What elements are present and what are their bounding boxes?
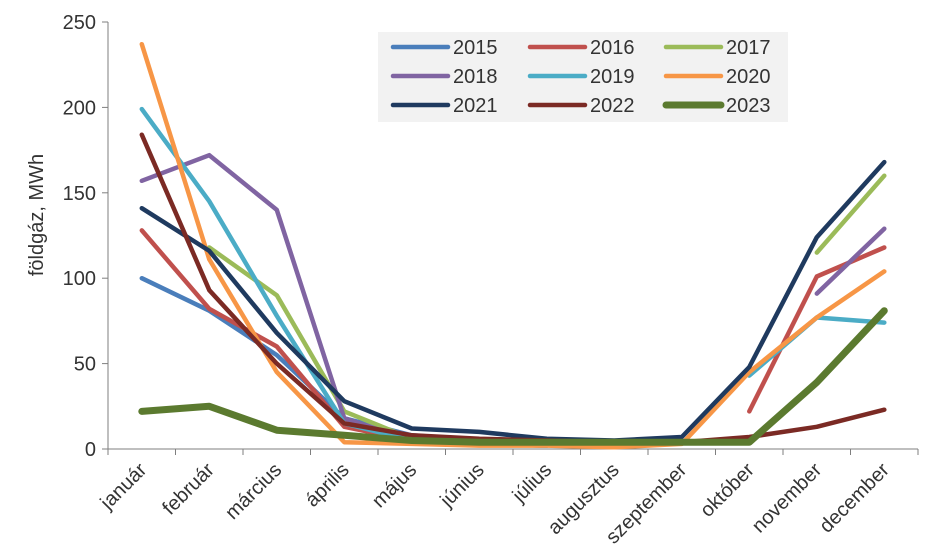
legend-label-2022: 2022 xyxy=(590,95,635,117)
series-line-2021 xyxy=(142,162,885,440)
x-tick-label: február xyxy=(158,459,219,520)
y-tick-label: 0 xyxy=(85,439,96,461)
x-axis-ticks: január február március április május június jú… xyxy=(96,449,918,546)
legend-label-2019: 2019 xyxy=(590,66,635,88)
x-tick-label: július xyxy=(508,459,556,507)
legend-label-2018: 2018 xyxy=(453,66,498,88)
y-axis-title: földgáz, MWh xyxy=(26,154,48,276)
x-tick-label: január xyxy=(96,459,152,515)
series-line-2018 xyxy=(142,155,885,445)
y-tick-label: 100 xyxy=(63,268,96,290)
y-tick-label: 50 xyxy=(74,354,96,376)
legend: 2015 2016 2017 2018 2019 2020 2021 2022 2023 xyxy=(378,32,788,122)
legend-label-2016: 2016 xyxy=(590,37,635,59)
legend-label-2021: 2021 xyxy=(453,95,498,117)
x-tick-label: október xyxy=(696,459,759,522)
legend-label-2023: 2023 xyxy=(726,95,771,117)
y-tick-label: 250 xyxy=(63,12,96,34)
x-tick-label: június xyxy=(436,459,489,512)
x-tick-label: március xyxy=(221,459,286,524)
y-axis-ticks: 0 50 100 150 200 250 xyxy=(63,12,108,461)
x-tick-label: április xyxy=(301,459,354,512)
x-tick-label: november xyxy=(748,459,827,538)
y-tick-label: 200 xyxy=(63,97,96,119)
y-tick-label: 150 xyxy=(63,183,96,205)
legend-label-2015: 2015 xyxy=(453,37,498,59)
legend-label-2017: 2017 xyxy=(726,37,771,59)
series-line-2019 xyxy=(142,109,885,446)
x-tick-label: május xyxy=(368,459,421,512)
x-tick-label: december xyxy=(815,459,894,538)
legend-label-2020: 2020 xyxy=(726,66,771,88)
series-line-2022 xyxy=(142,135,885,443)
